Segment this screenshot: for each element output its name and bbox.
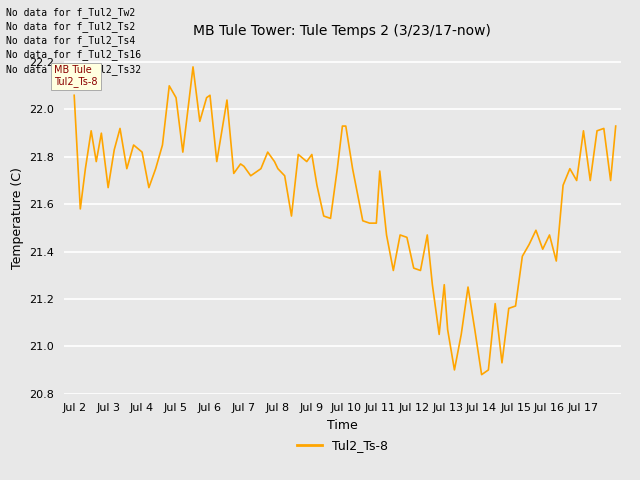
Title: MB Tule Tower: Tule Temps 2 (3/23/17-now): MB Tule Tower: Tule Temps 2 (3/23/17-now… bbox=[193, 24, 492, 38]
X-axis label: Time: Time bbox=[327, 419, 358, 432]
Text: MB Tule
Tul2_Ts-8: MB Tule Tul2_Ts-8 bbox=[54, 65, 98, 87]
Text: No data for f_Tul2_Tw2
No data for f_Tul2_Ts2
No data for f_Tul2_Ts4
No data for: No data for f_Tul2_Tw2 No data for f_Tul… bbox=[6, 7, 141, 74]
Y-axis label: Temperature (C): Temperature (C) bbox=[11, 168, 24, 269]
Legend: Tul2_Ts-8: Tul2_Ts-8 bbox=[292, 434, 393, 457]
